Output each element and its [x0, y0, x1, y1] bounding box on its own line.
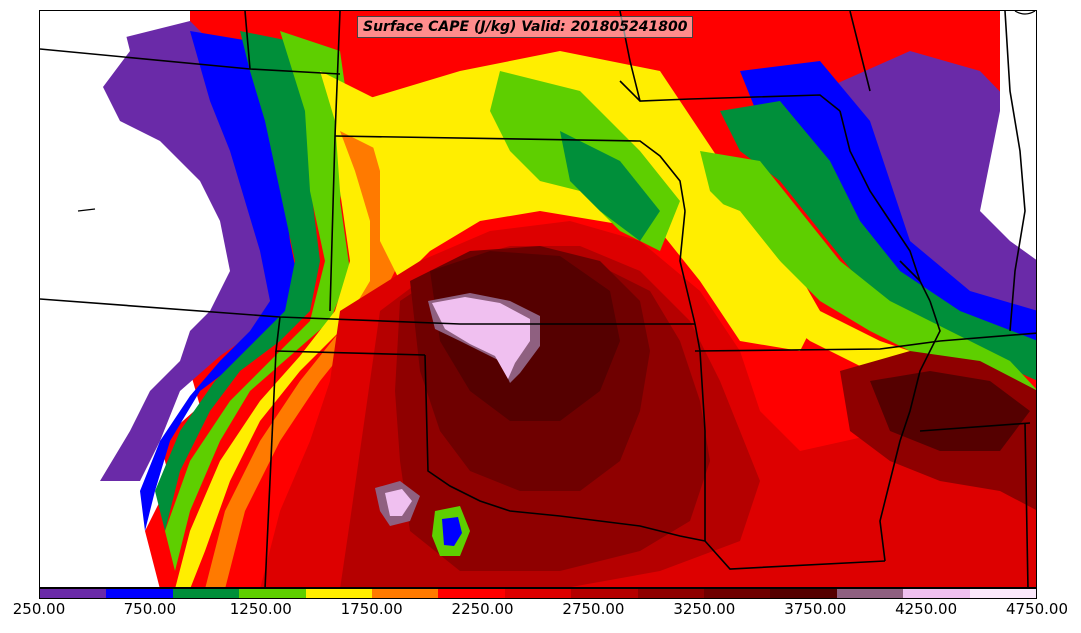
colorbar-segment: [969, 589, 1037, 598]
colorbar-segment: [504, 589, 572, 598]
colorbar-tick-label: 2750.00: [562, 600, 625, 618]
colorbar-segment: [172, 589, 240, 598]
colorbar-segment: [637, 589, 705, 598]
cape-band-blue-west: [140, 31, 300, 531]
colorbar-segment: [571, 589, 638, 598]
colorbar-tick-label: 3250.00: [673, 600, 736, 618]
map-title: Surface CAPE (J/kg) Valid: 201805241800: [357, 16, 694, 38]
colorbar-segment: [836, 589, 904, 598]
cape-band-pink-south: [385, 489, 412, 516]
cape-band-lightgreen-east: [700, 151, 1036, 420]
cape-band-purple-east: [820, 51, 1036, 340]
colorbar-tick-label: 3750.00: [784, 600, 847, 618]
colorbar-tick-label: 750.00: [123, 600, 177, 618]
cape-band-darkestred-east: [870, 371, 1030, 451]
cape-field-map: [40, 11, 1036, 587]
lake-outlines: [77, 11, 1036, 212]
cape-band-blue-east: [740, 61, 1036, 371]
colorbar-tick-label: 2250.00: [451, 600, 514, 618]
no-data-southwest: [40, 296, 160, 491]
colorbar-tick-label: 4750.00: [1005, 600, 1069, 618]
cape-map-panel: Surface CAPE (J/kg) Valid: 201805241800: [39, 10, 1037, 588]
colorbar-segment: [903, 589, 970, 598]
colorbar-tick-label: 1250.00: [229, 600, 292, 618]
cape-band-darkgreen-north: [560, 131, 660, 241]
colorbar-tick-labels: 250.00 750.00 1250.00 1750.00 2250.00 2750.00…: [0, 600, 1081, 630]
cape-band-green-east: [720, 101, 1036, 381]
state-boundaries: [40, 11, 1036, 587]
colorbar-segment: [305, 589, 373, 598]
colorbar-segment: [704, 589, 771, 598]
cape-band-lightgreen-west: [165, 31, 350, 571]
no-data-southwest-lower: [40, 486, 150, 587]
colorbar-tick-label: 250.00: [12, 600, 66, 618]
cape-band-pink-core: [432, 297, 530, 379]
colorbar-tick-label: 4250.00: [895, 600, 958, 618]
colorbar-segment: [372, 589, 439, 598]
colorbar-tick-label: 1750.00: [340, 600, 403, 618]
cape-band-cell-south-inner: [442, 517, 462, 546]
cape-band-orange-west: [205, 131, 420, 587]
colorbar-segment: [106, 589, 173, 598]
cape-band-green-west: [155, 31, 320, 531]
colorbar-segment: [40, 589, 107, 598]
colorbar-segment: [438, 589, 505, 598]
colorbar-segment: [770, 589, 837, 598]
colorbar-segment: [239, 589, 306, 598]
no-data-northwest: [40, 11, 180, 301]
cape-band-yellow-west: [175, 71, 400, 587]
no-data-northeast: [980, 11, 1036, 260]
cape-colorbar: [39, 588, 1037, 599]
